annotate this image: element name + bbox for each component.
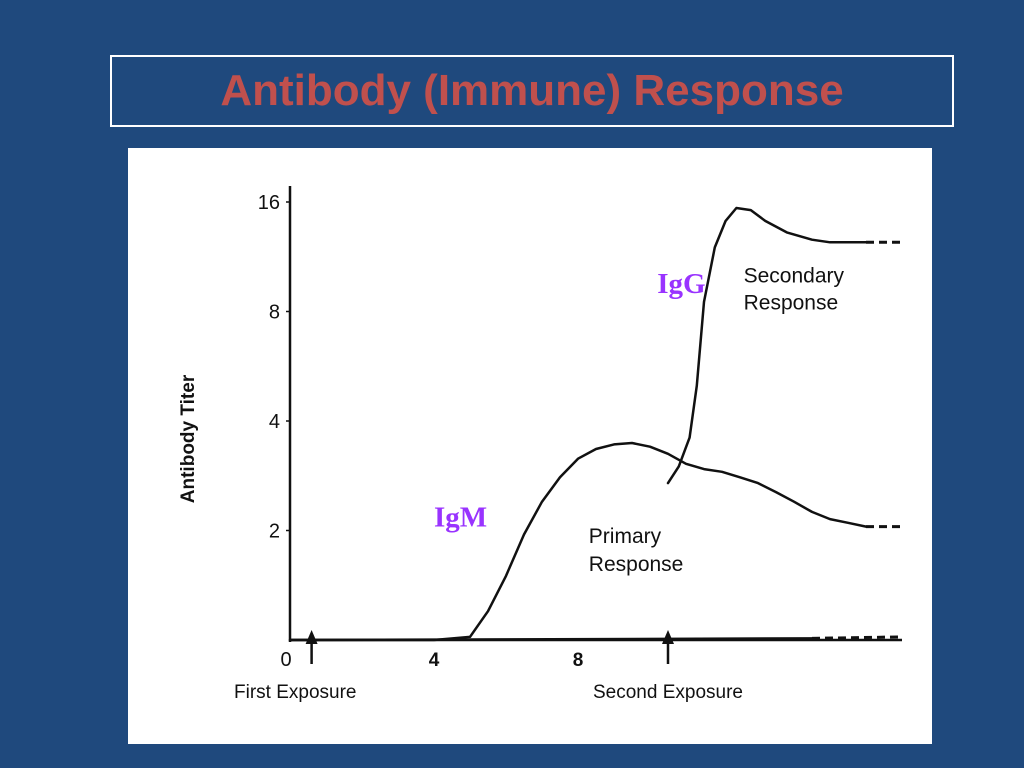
annotation-secondary1: Secondary (744, 265, 845, 288)
y-axis-title: Antibody Titer (178, 374, 199, 503)
series-line-igm (288, 441, 868, 642)
series-line-igg (666, 206, 868, 485)
antibody-response-chart: 2 4 8 16 0 4 8 Antibody Titer IgG IgM Secondary R… (178, 186, 903, 703)
y-tick-label: 4 (269, 411, 280, 433)
x-tick-label: 0 (280, 649, 291, 671)
annotation-layer: IgG IgM Secondary Response Primary Response (434, 265, 844, 576)
series-layer (288, 206, 903, 642)
y-tick-label: 8 (269, 302, 280, 324)
exposure-label-second: Second Exposure (593, 682, 743, 703)
series-dashed-tail-baseline (811, 635, 903, 640)
annotation-igm: IgM (434, 502, 487, 534)
slide-title: Antibody (Immune) Response (220, 66, 844, 115)
annotation-secondary2: Response (744, 292, 839, 315)
annotation-primary2: Response (589, 553, 684, 576)
slide-title-box: Antibody (Immune) Response (110, 55, 954, 127)
annotation-primary1: Primary (589, 525, 662, 548)
x-tick-label: 8 (573, 650, 584, 671)
exposure-label-first: First Exposure (234, 682, 356, 703)
axis-ticks: 2 4 8 16 0 4 8 (258, 192, 584, 671)
x-tick-label: 4 (429, 650, 440, 671)
series-line-baseline (288, 637, 814, 642)
annotation-igg: IgG (657, 268, 705, 300)
y-tick-label: 16 (258, 192, 280, 214)
exposure-events: First Exposure Second Exposure (234, 630, 743, 703)
exposure-arrow-up-icon (662, 630, 674, 644)
chart-panel: 2 4 8 16 0 4 8 Antibody Titer IgG IgM Secondary R… (128, 148, 932, 744)
exposure-arrow-up-icon (305, 630, 318, 644)
y-tick-label: 2 (269, 521, 280, 543)
